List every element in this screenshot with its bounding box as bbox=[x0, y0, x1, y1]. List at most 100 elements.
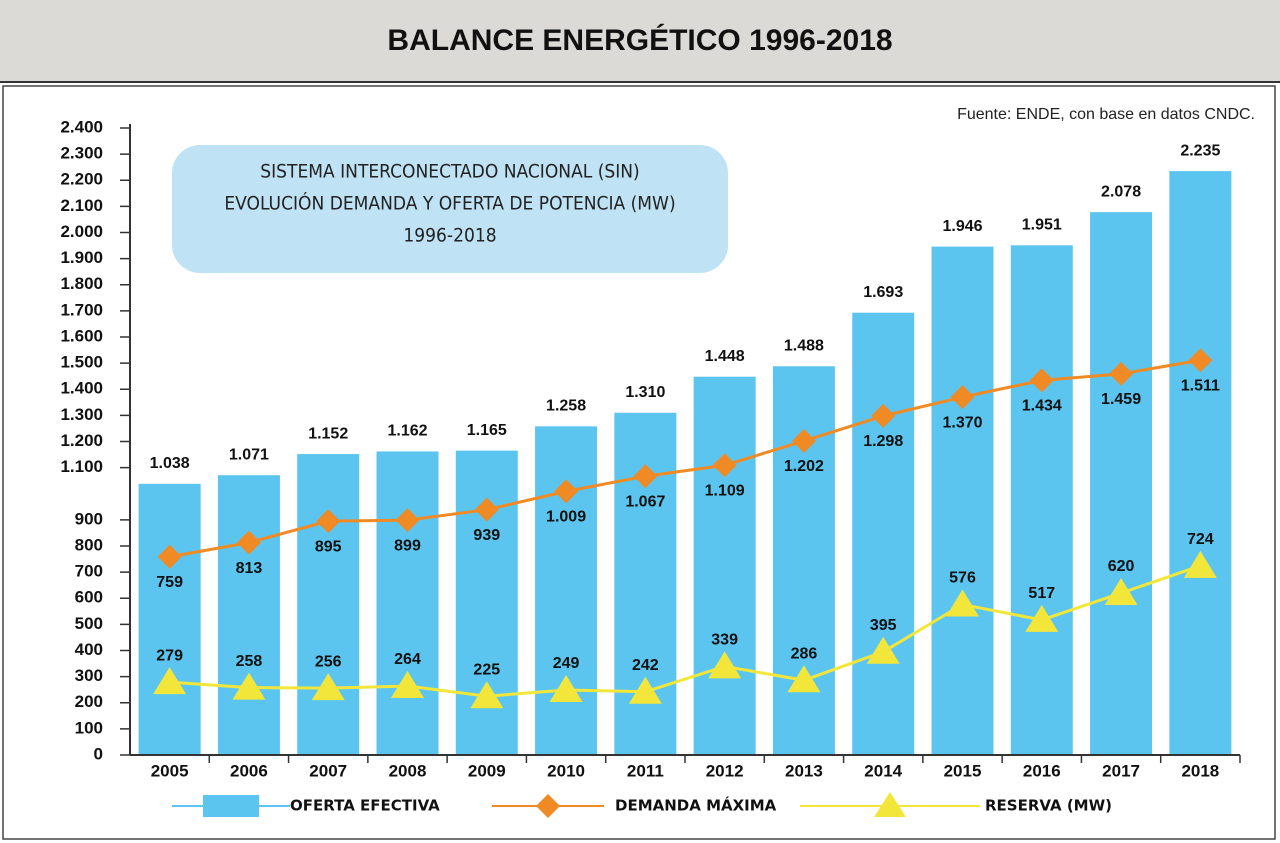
data-label: 1.951 bbox=[1022, 217, 1062, 234]
y-tick-label: 2.000 bbox=[60, 222, 103, 241]
triangle-marker bbox=[708, 651, 742, 679]
triangle-marker bbox=[470, 681, 504, 709]
data-label: 1.202 bbox=[784, 458, 824, 475]
bar bbox=[1010, 245, 1073, 755]
triangle-marker bbox=[391, 671, 424, 699]
data-label: 1.459 bbox=[1101, 391, 1141, 408]
data-label: 1.511 bbox=[1181, 377, 1220, 394]
y-tick-label: 2.300 bbox=[60, 144, 103, 163]
data-label: 1.152 bbox=[308, 425, 348, 442]
data-label: 279 bbox=[156, 647, 183, 664]
data-label: 1.009 bbox=[546, 509, 586, 526]
bar bbox=[693, 376, 756, 755]
data-label: 225 bbox=[473, 661, 500, 678]
data-label: 1.038 bbox=[150, 455, 190, 472]
diamond-marker bbox=[236, 530, 261, 555]
y-tick-label: 2.400 bbox=[60, 117, 103, 136]
triangle-marker bbox=[628, 676, 662, 704]
diamond-marker bbox=[871, 403, 896, 428]
diamond-marker bbox=[950, 385, 975, 410]
y-tick-label: 1.800 bbox=[60, 274, 103, 293]
subtitle-box bbox=[172, 145, 728, 273]
data-label: 939 bbox=[473, 527, 500, 544]
y-tick-label: 0 bbox=[94, 744, 103, 763]
frame bbox=[2, 85, 1276, 840]
triangle-marker bbox=[549, 674, 583, 702]
box-line: EVOLUCIÓN DEMANDA Y OFERTA DE POTENCIA (… bbox=[224, 191, 675, 215]
data-label: 1.310 bbox=[625, 384, 665, 401]
bar bbox=[297, 454, 360, 755]
data-label: 576 bbox=[949, 570, 976, 587]
data-label: 1.693 bbox=[863, 284, 903, 301]
source: Fuente: ENDE, con base en datos CNDC. bbox=[957, 106, 1255, 123]
legend-marker bbox=[874, 792, 906, 817]
data-label: 286 bbox=[791, 646, 818, 663]
y-tick-label: 200 bbox=[75, 692, 103, 711]
chart-title: BALANCE ENERGÉTICO 1996-2018 bbox=[387, 23, 892, 57]
triangle-marker bbox=[153, 667, 187, 695]
bar bbox=[852, 312, 915, 755]
x-tick-label: 2007 bbox=[309, 761, 347, 780]
y-tick-label: 400 bbox=[75, 640, 103, 659]
diamond-marker bbox=[395, 508, 420, 533]
triangle-marker bbox=[787, 665, 821, 693]
data-label: 1.109 bbox=[705, 482, 745, 499]
diamond-marker bbox=[712, 453, 737, 478]
box-line: SISTEMA INTERCONECTADO NACIONAL (SIN) bbox=[260, 161, 639, 183]
data-label: 1.448 bbox=[705, 348, 745, 365]
bar bbox=[931, 246, 994, 756]
y-tick-label: 900 bbox=[75, 509, 103, 528]
bar bbox=[772, 366, 835, 755]
y-tick-label: 1.400 bbox=[60, 379, 103, 398]
y-tick-label: 300 bbox=[75, 666, 103, 685]
data-label: 724 bbox=[1187, 531, 1214, 548]
y-tick-label: 1.600 bbox=[60, 326, 103, 345]
x-tick-label: 2017 bbox=[1102, 761, 1140, 780]
data-label: 895 bbox=[315, 538, 342, 555]
x-tick-label: 2006 bbox=[230, 761, 268, 780]
y-tick-label: 1.100 bbox=[60, 457, 103, 476]
data-label: 1.067 bbox=[625, 493, 665, 510]
y-tick-label: 1.300 bbox=[60, 405, 103, 424]
y-tick-label: 2.100 bbox=[60, 196, 103, 215]
triangle-marker bbox=[232, 672, 266, 700]
diamond-marker bbox=[791, 428, 816, 453]
data-label: 339 bbox=[711, 632, 738, 649]
data-label: 1.071 bbox=[229, 446, 269, 463]
y-tick-label: 800 bbox=[75, 535, 103, 554]
legend-label: RESERVA (MW) bbox=[985, 797, 1112, 815]
bar bbox=[455, 450, 518, 755]
data-label: 517 bbox=[1028, 585, 1055, 602]
diamond-marker bbox=[474, 497, 499, 522]
box-line: 1996-2018 bbox=[403, 225, 496, 247]
x-tick-label: 2013 bbox=[785, 761, 823, 780]
legend-marker bbox=[536, 794, 560, 818]
triangle-marker bbox=[1183, 550, 1217, 578]
x-tick-label: 2005 bbox=[151, 761, 189, 780]
x-tick-label: 2008 bbox=[389, 761, 427, 780]
data-label: 759 bbox=[156, 574, 183, 591]
data-label: 899 bbox=[394, 537, 421, 554]
data-label: 1.165 bbox=[467, 422, 507, 439]
diamond-marker bbox=[1188, 348, 1213, 373]
y-tick-label: 100 bbox=[75, 718, 103, 737]
data-label: 2.235 bbox=[1180, 142, 1220, 159]
line bbox=[169, 564, 1201, 698]
triangle-marker bbox=[1025, 604, 1059, 632]
x-tick-label: 2012 bbox=[706, 761, 744, 780]
data-label: 242 bbox=[632, 657, 659, 674]
diamond-marker bbox=[1109, 361, 1134, 386]
x-tick-label: 2015 bbox=[944, 761, 982, 780]
legend-label: DEMANDA MÁXIMA bbox=[615, 796, 777, 815]
data-label: 813 bbox=[236, 560, 263, 577]
triangle-marker bbox=[866, 636, 900, 664]
y-tick-label: 1.200 bbox=[60, 431, 103, 450]
data-label: 620 bbox=[1108, 558, 1135, 575]
data-label: 264 bbox=[394, 651, 421, 668]
legend-label: OFERTA EFECTIVA bbox=[290, 797, 440, 815]
y-tick-label: 600 bbox=[75, 588, 103, 607]
x-tick-label: 2014 bbox=[864, 761, 902, 780]
diamond-marker bbox=[554, 479, 579, 504]
data-label: 1.434 bbox=[1022, 398, 1062, 415]
